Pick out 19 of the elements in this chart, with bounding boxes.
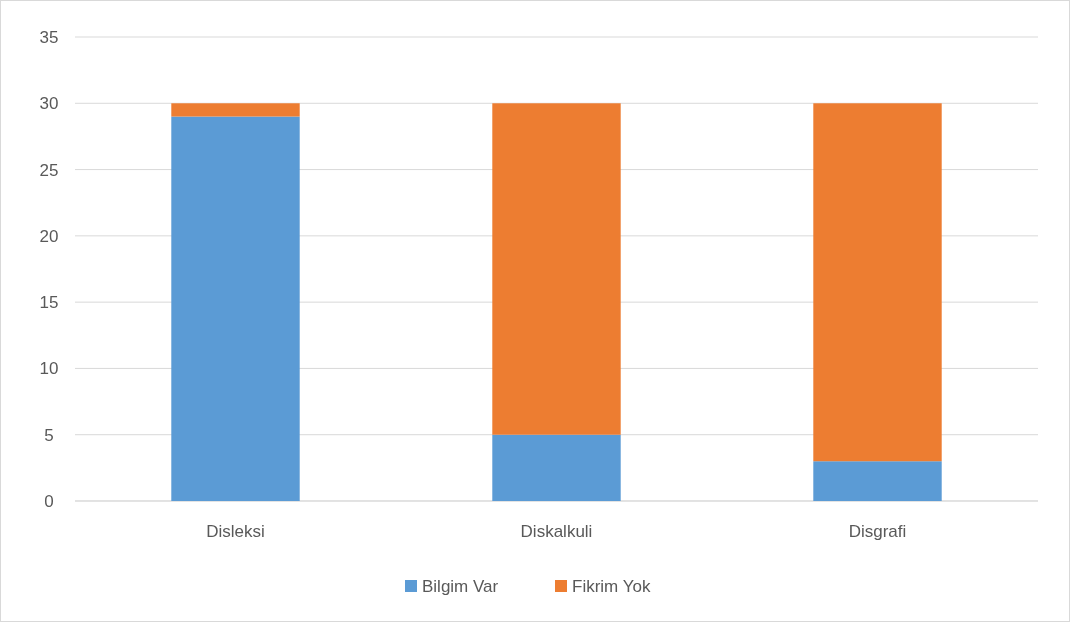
bar [171,103,300,117]
y-tick-label: 30 [39,94,59,114]
bar [492,103,621,435]
y-tick-label: 0 [44,491,54,511]
legend-label: Bilgim Var [422,576,499,596]
y-tick-label: 20 [39,226,59,246]
bar [492,434,621,501]
x-tick-label: Diskalkuli [520,521,593,541]
bar [813,103,942,462]
bar [171,116,300,501]
y-tick-label: 5 [44,425,54,445]
x-tick-label: Disleksi [206,521,265,541]
x-tick-label: Disgrafi [848,521,907,541]
y-tick-label: 25 [39,160,59,180]
legend-label: Fikrim Yok [572,576,651,596]
y-tick-label: 35 [39,27,59,47]
y-tick-label: 15 [39,293,59,313]
bar [813,461,942,501]
y-tick-label: 10 [39,359,59,379]
